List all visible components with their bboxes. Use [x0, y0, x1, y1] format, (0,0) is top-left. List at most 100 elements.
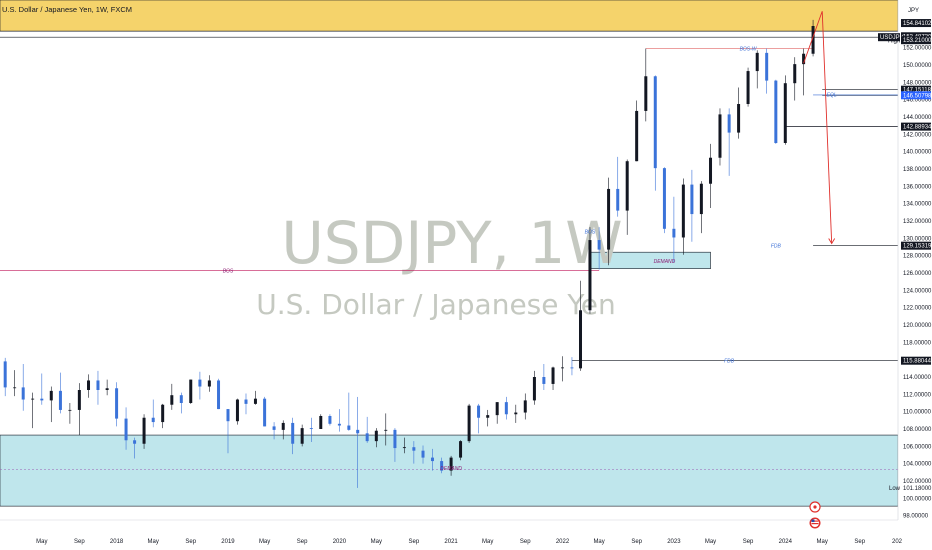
candle [226, 409, 230, 454]
price-tag-bg [901, 91, 931, 100]
candle [560, 356, 564, 382]
price-tag: 129.15319 [901, 241, 932, 250]
candle [681, 178, 685, 255]
x-tick-label: Sep [185, 539, 196, 545]
price-tag-label: 153.21000 [903, 38, 932, 44]
candle-body [421, 450, 425, 458]
price-tag-label: 147.15118 [903, 88, 932, 94]
candle [105, 379, 109, 396]
candle-body [774, 80, 778, 143]
candle [31, 392, 35, 429]
candle-body [77, 390, 81, 410]
y-tick-label: 146.00000 [903, 98, 932, 104]
candle [523, 393, 527, 420]
candle-body [365, 433, 369, 442]
x-tick-label: 2023 [667, 539, 681, 545]
candle [672, 196, 676, 263]
candle-body [347, 425, 351, 430]
price-tag-bg [901, 122, 931, 131]
candle-body [281, 422, 285, 430]
candle-body [151, 417, 155, 423]
candle [77, 383, 81, 436]
candle-body [393, 429, 397, 449]
candle [662, 167, 666, 234]
x-tick-label: May [705, 539, 716, 545]
candle [272, 422, 276, 440]
candle [718, 108, 722, 166]
candle-body [709, 157, 713, 184]
candle-body [115, 388, 119, 419]
x-tick-label: 2020 [333, 539, 347, 545]
candle [124, 407, 128, 450]
low-label: Low [889, 486, 901, 492]
x-tick-label: 2022 [556, 539, 570, 545]
candle-body [477, 405, 481, 418]
zone-demand-large [0, 434, 899, 507]
candle [393, 428, 397, 462]
candle [607, 177, 611, 266]
candle-body [124, 418, 128, 441]
candle-body [449, 457, 453, 471]
candle [570, 357, 574, 376]
candle [207, 375, 211, 392]
target-icon[interactable] [809, 501, 821, 513]
candle [13, 370, 17, 397]
candle-body [133, 440, 137, 444]
y-tick-label: 126.00000 [903, 271, 932, 277]
price-tag: 154.84102 [901, 19, 932, 28]
candle-body [514, 412, 518, 415]
price-tag: USDJPY [878, 33, 904, 42]
y-tick-label: 124.00000 [903, 288, 932, 294]
candle [133, 437, 137, 459]
candle [616, 156, 620, 217]
candle [347, 392, 351, 431]
candle [21, 364, 25, 411]
candle-body [356, 429, 360, 434]
price-tag-bg [901, 356, 931, 365]
candle-body [681, 184, 685, 238]
candle [263, 396, 267, 427]
x-tick-label: Sep [520, 539, 531, 545]
candle [579, 280, 583, 371]
x-tick-label: 2019 [221, 539, 235, 545]
candle-body [244, 399, 248, 404]
y-tick-label: 108.00000 [903, 427, 932, 433]
candle-body [793, 64, 797, 84]
candle-body [319, 416, 323, 429]
x-tick-label: May [593, 539, 604, 545]
x-tick-label: Sep [297, 539, 308, 545]
price-tag-bg [901, 19, 931, 28]
price-tag-bg [901, 241, 931, 250]
candle-body [532, 377, 536, 401]
price-tag-label: USDJPY [880, 35, 904, 41]
candle-body [374, 430, 378, 442]
candle [161, 403, 165, 429]
candle [142, 414, 146, 449]
candle-body [161, 404, 165, 423]
candle-body [727, 114, 731, 133]
candle-body [226, 409, 230, 422]
candle-body [253, 398, 257, 404]
y-tick-label: 128.00000 [903, 254, 932, 260]
candle [291, 417, 295, 455]
candle-body [96, 380, 100, 390]
candle [49, 386, 53, 423]
candle [309, 417, 313, 442]
y-tick-label: 138.00000 [903, 167, 932, 173]
candle-body [207, 380, 211, 387]
candle [793, 57, 797, 101]
candle-body [170, 395, 174, 405]
candle-body [440, 461, 444, 471]
candle [727, 108, 731, 176]
candle-body [755, 52, 759, 72]
candle [477, 403, 481, 434]
us-flag-icon[interactable] [809, 517, 821, 529]
y-tick-label: 102.00000 [903, 479, 932, 485]
candle-body [402, 447, 406, 449]
candle [440, 457, 444, 474]
candle [58, 372, 62, 414]
candle [635, 100, 639, 162]
candle-body [31, 398, 35, 400]
candle-body [486, 415, 490, 418]
